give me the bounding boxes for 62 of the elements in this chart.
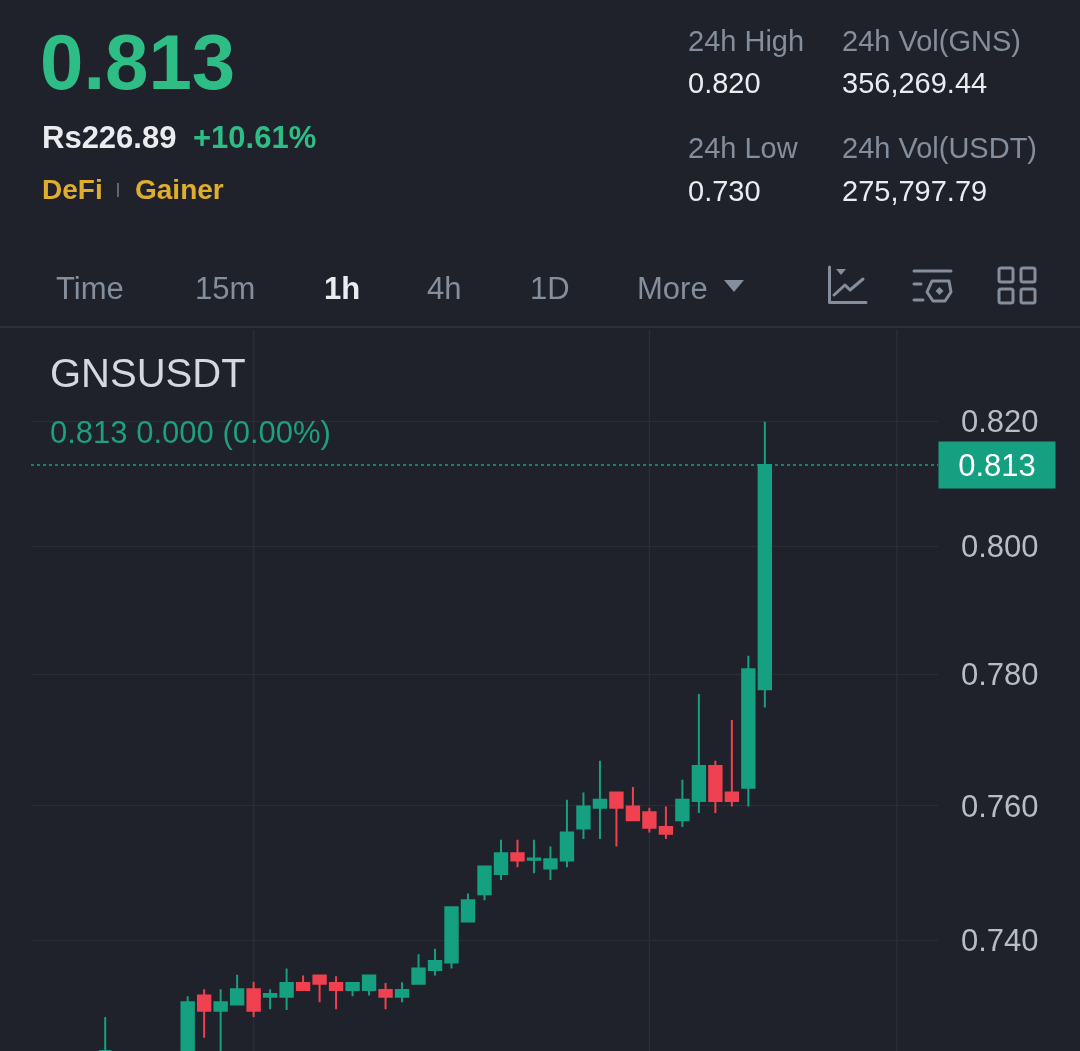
y-tick-label: 0.800 [961, 529, 1039, 565]
candlestick [592, 759, 608, 841]
text: 4h [427, 270, 462, 306]
y-tick-label: 0.820 [961, 404, 1039, 440]
candlestick [708, 759, 723, 815]
text: 15m [195, 270, 256, 306]
text: 356,269.44 [842, 66, 988, 99]
candlestick [345, 982, 360, 998]
candlestick [246, 980, 261, 1018]
candlestick [642, 806, 657, 834]
text: 1h [324, 270, 361, 306]
text: Rs226.89 [42, 119, 177, 155]
candlestick [658, 805, 674, 841]
text: 24h Vol(GNS) [842, 24, 1021, 57]
text: 24h Vol(USDT) [842, 131, 1038, 164]
candlestick [295, 974, 311, 991]
candlestick [411, 953, 426, 985]
y-tick-label: 0.780 [961, 657, 1039, 693]
candlestick [378, 982, 393, 1011]
text: DeFi [42, 174, 103, 206]
text: 0.730 [688, 174, 761, 207]
candlestick [312, 974, 327, 1004]
y-tick-label: 0.740 [961, 923, 1039, 959]
annotation: 0.813 0.000 (0.00%) [50, 415, 331, 450]
candlestick [493, 838, 509, 882]
candlestick [526, 838, 542, 875]
candlestick [691, 692, 707, 815]
candlestick [262, 988, 278, 1011]
text: +10.61% [193, 119, 317, 155]
candlestick [180, 995, 195, 1051]
candlestick [460, 892, 476, 923]
text: 0.813 [40, 17, 236, 106]
candlestick [427, 947, 443, 977]
text: Gainer [135, 174, 224, 206]
candlestick [609, 791, 624, 848]
candlestick [213, 988, 228, 1051]
candlestick [675, 778, 690, 829]
candlestick [196, 988, 212, 1039]
ref-line-label: 0.813 [958, 447, 1036, 483]
text: More [637, 270, 708, 306]
text: GNSUSDT [50, 351, 246, 395]
candlestick [724, 718, 740, 808]
candlestick [543, 845, 558, 882]
text: 275,797.79 [842, 174, 988, 207]
candlestick [625, 786, 641, 822]
candlestick [741, 654, 756, 808]
candlestick [229, 973, 245, 1006]
candlestick [576, 791, 591, 841]
text: 1D [530, 270, 570, 306]
candlestick [559, 798, 575, 869]
text: 24h Low [688, 131, 798, 164]
candlestick [444, 906, 459, 970]
text: 24h High [688, 24, 805, 57]
candlestick [394, 981, 410, 1004]
y-tick-label: 0.760 [961, 788, 1039, 824]
text: 0.820 [688, 66, 761, 99]
candlestick [361, 974, 377, 997]
candlestick [510, 838, 525, 869]
candlestick [328, 975, 344, 1011]
candlestick [477, 865, 492, 902]
candlestick [279, 967, 294, 1011]
text: Time [56, 270, 124, 306]
